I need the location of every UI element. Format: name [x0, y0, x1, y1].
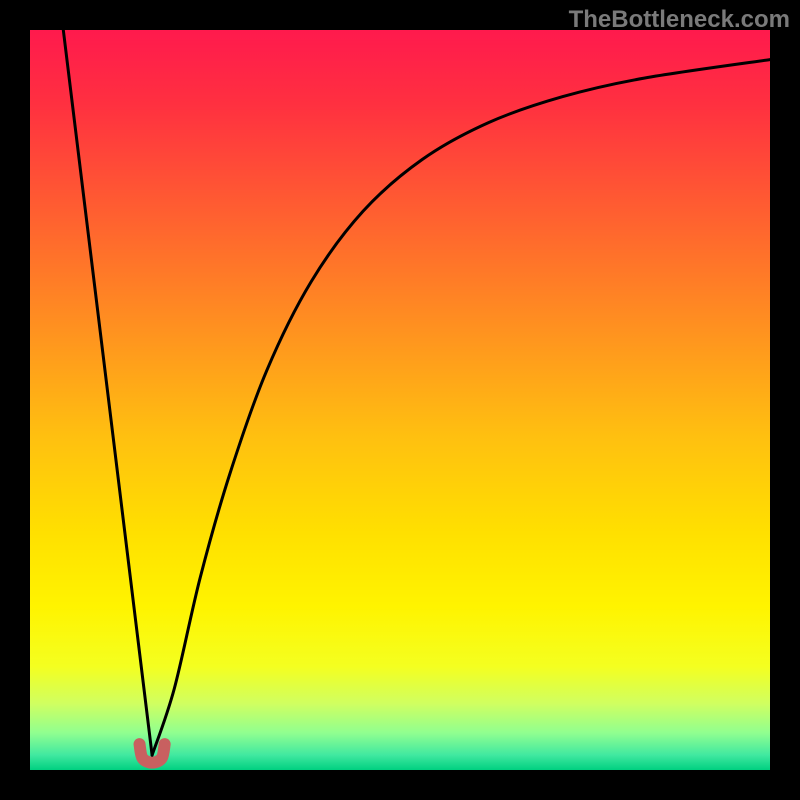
- curve-left-branch: [63, 30, 152, 755]
- curve-right-branch: [152, 60, 770, 756]
- chart-container: TheBottleneck.com: [0, 0, 800, 800]
- plot-area: [30, 30, 770, 770]
- curve-layer: [30, 30, 770, 770]
